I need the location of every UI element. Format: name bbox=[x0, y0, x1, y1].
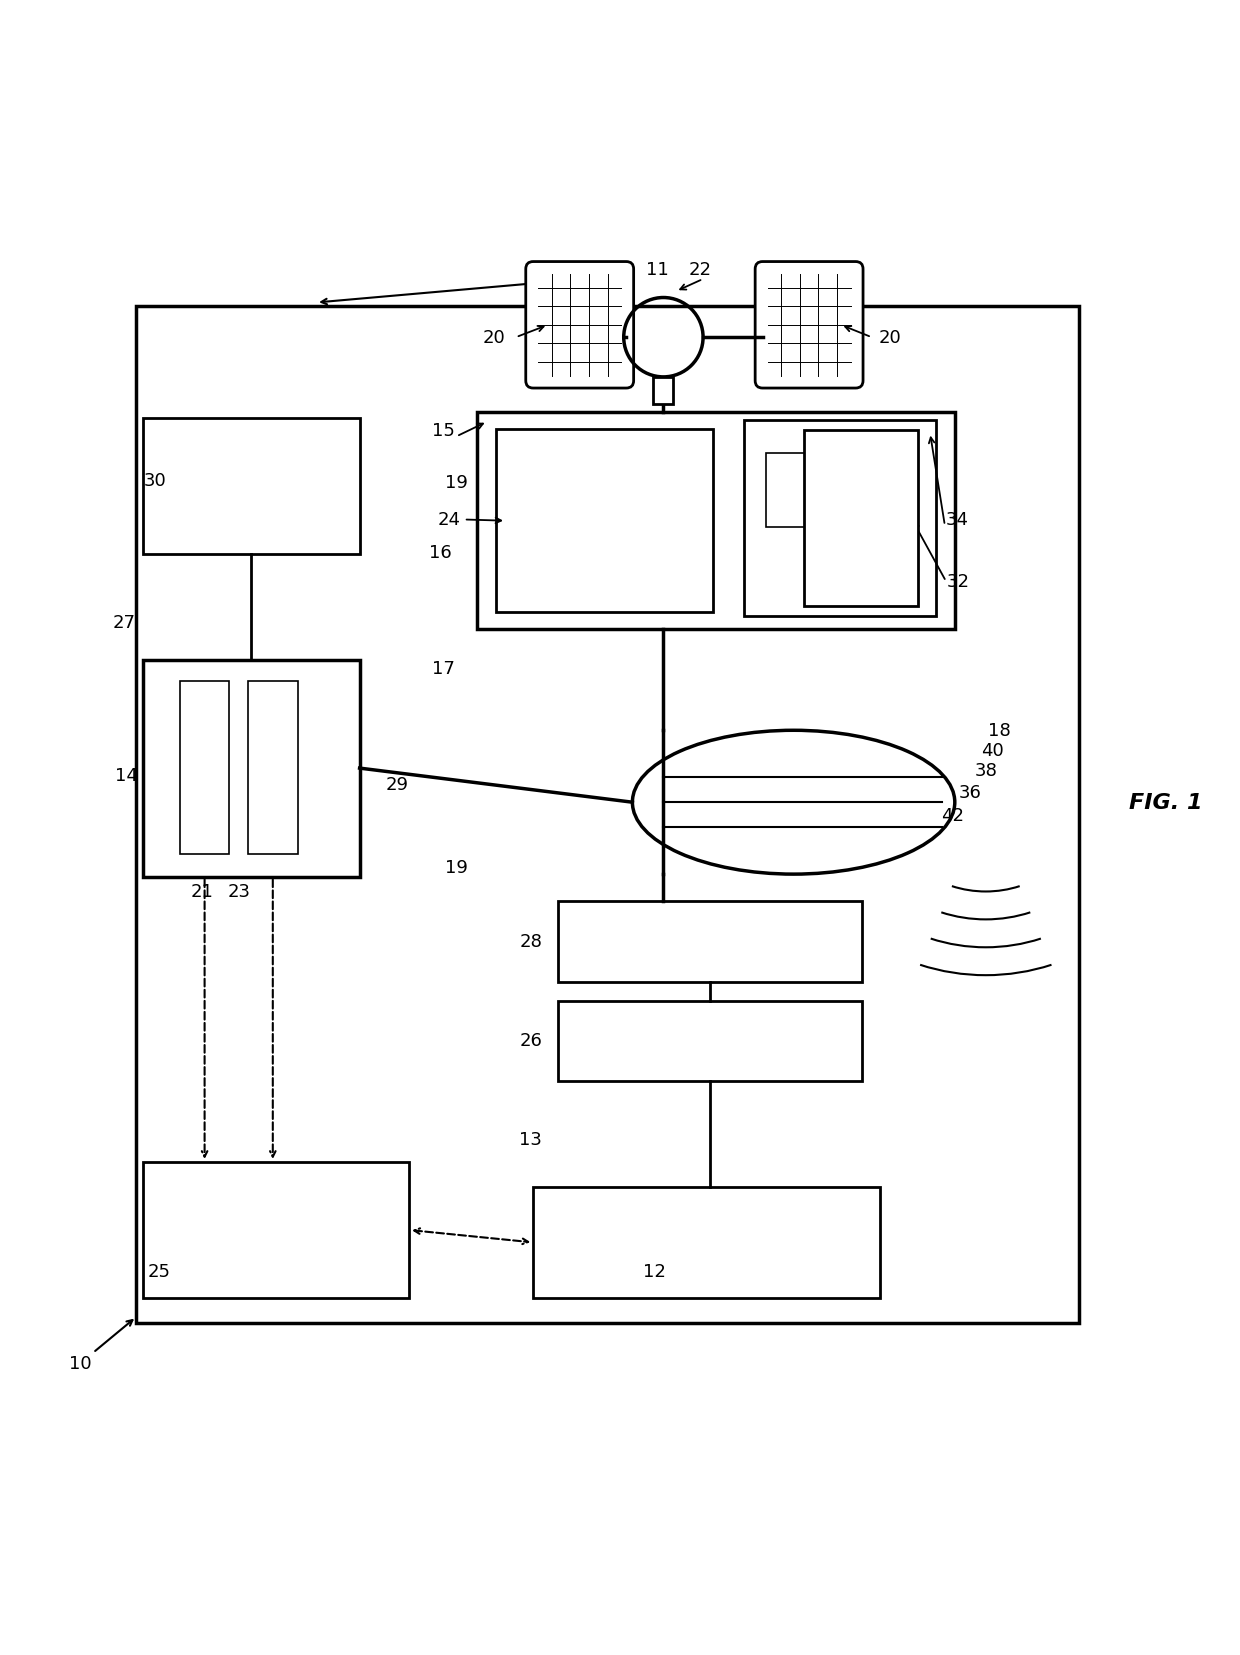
FancyBboxPatch shape bbox=[755, 263, 863, 389]
Text: 27: 27 bbox=[113, 614, 135, 632]
Bar bbox=[558, 1001, 862, 1082]
Text: 26: 26 bbox=[520, 1031, 542, 1049]
Bar bbox=[180, 682, 229, 854]
Bar bbox=[143, 419, 360, 554]
Text: 16: 16 bbox=[429, 543, 451, 561]
Text: 13: 13 bbox=[520, 1130, 542, 1149]
Bar bbox=[143, 1162, 409, 1299]
Text: 10: 10 bbox=[69, 1354, 92, 1372]
Text: 24: 24 bbox=[438, 511, 460, 530]
Text: 38: 38 bbox=[975, 761, 997, 780]
Bar bbox=[248, 682, 298, 854]
Text: 17: 17 bbox=[433, 660, 455, 679]
Bar bbox=[136, 308, 1079, 1324]
FancyBboxPatch shape bbox=[526, 263, 634, 389]
Text: 19: 19 bbox=[445, 859, 467, 875]
Text: 11: 11 bbox=[646, 261, 668, 278]
Text: 15: 15 bbox=[433, 422, 455, 440]
Text: 28: 28 bbox=[520, 932, 542, 950]
Text: 14: 14 bbox=[115, 766, 138, 784]
Text: 42: 42 bbox=[941, 806, 963, 824]
Text: 25: 25 bbox=[148, 1263, 170, 1281]
Text: 32: 32 bbox=[947, 573, 970, 591]
Bar bbox=[496, 430, 713, 612]
Bar bbox=[477, 412, 955, 629]
Text: 36: 36 bbox=[959, 784, 981, 801]
Text: FIG. 1: FIG. 1 bbox=[1128, 793, 1203, 813]
Text: 18: 18 bbox=[988, 722, 1011, 740]
Bar bbox=[533, 1187, 880, 1299]
Text: 12: 12 bbox=[644, 1263, 666, 1281]
Text: 30: 30 bbox=[144, 472, 166, 490]
Text: 40: 40 bbox=[981, 741, 1003, 760]
Bar bbox=[744, 420, 936, 617]
Text: 19: 19 bbox=[445, 473, 467, 492]
Text: 20: 20 bbox=[879, 329, 901, 348]
Text: 34: 34 bbox=[946, 511, 968, 530]
Text: 23: 23 bbox=[228, 884, 250, 900]
Bar bbox=[558, 902, 862, 983]
Text: 29: 29 bbox=[386, 775, 408, 793]
Bar bbox=[143, 660, 360, 877]
Text: 22: 22 bbox=[689, 261, 712, 278]
Bar bbox=[653, 377, 673, 405]
Bar bbox=[804, 430, 918, 607]
Text: 21: 21 bbox=[191, 884, 213, 900]
Bar bbox=[766, 453, 816, 528]
Text: 20: 20 bbox=[482, 329, 505, 348]
